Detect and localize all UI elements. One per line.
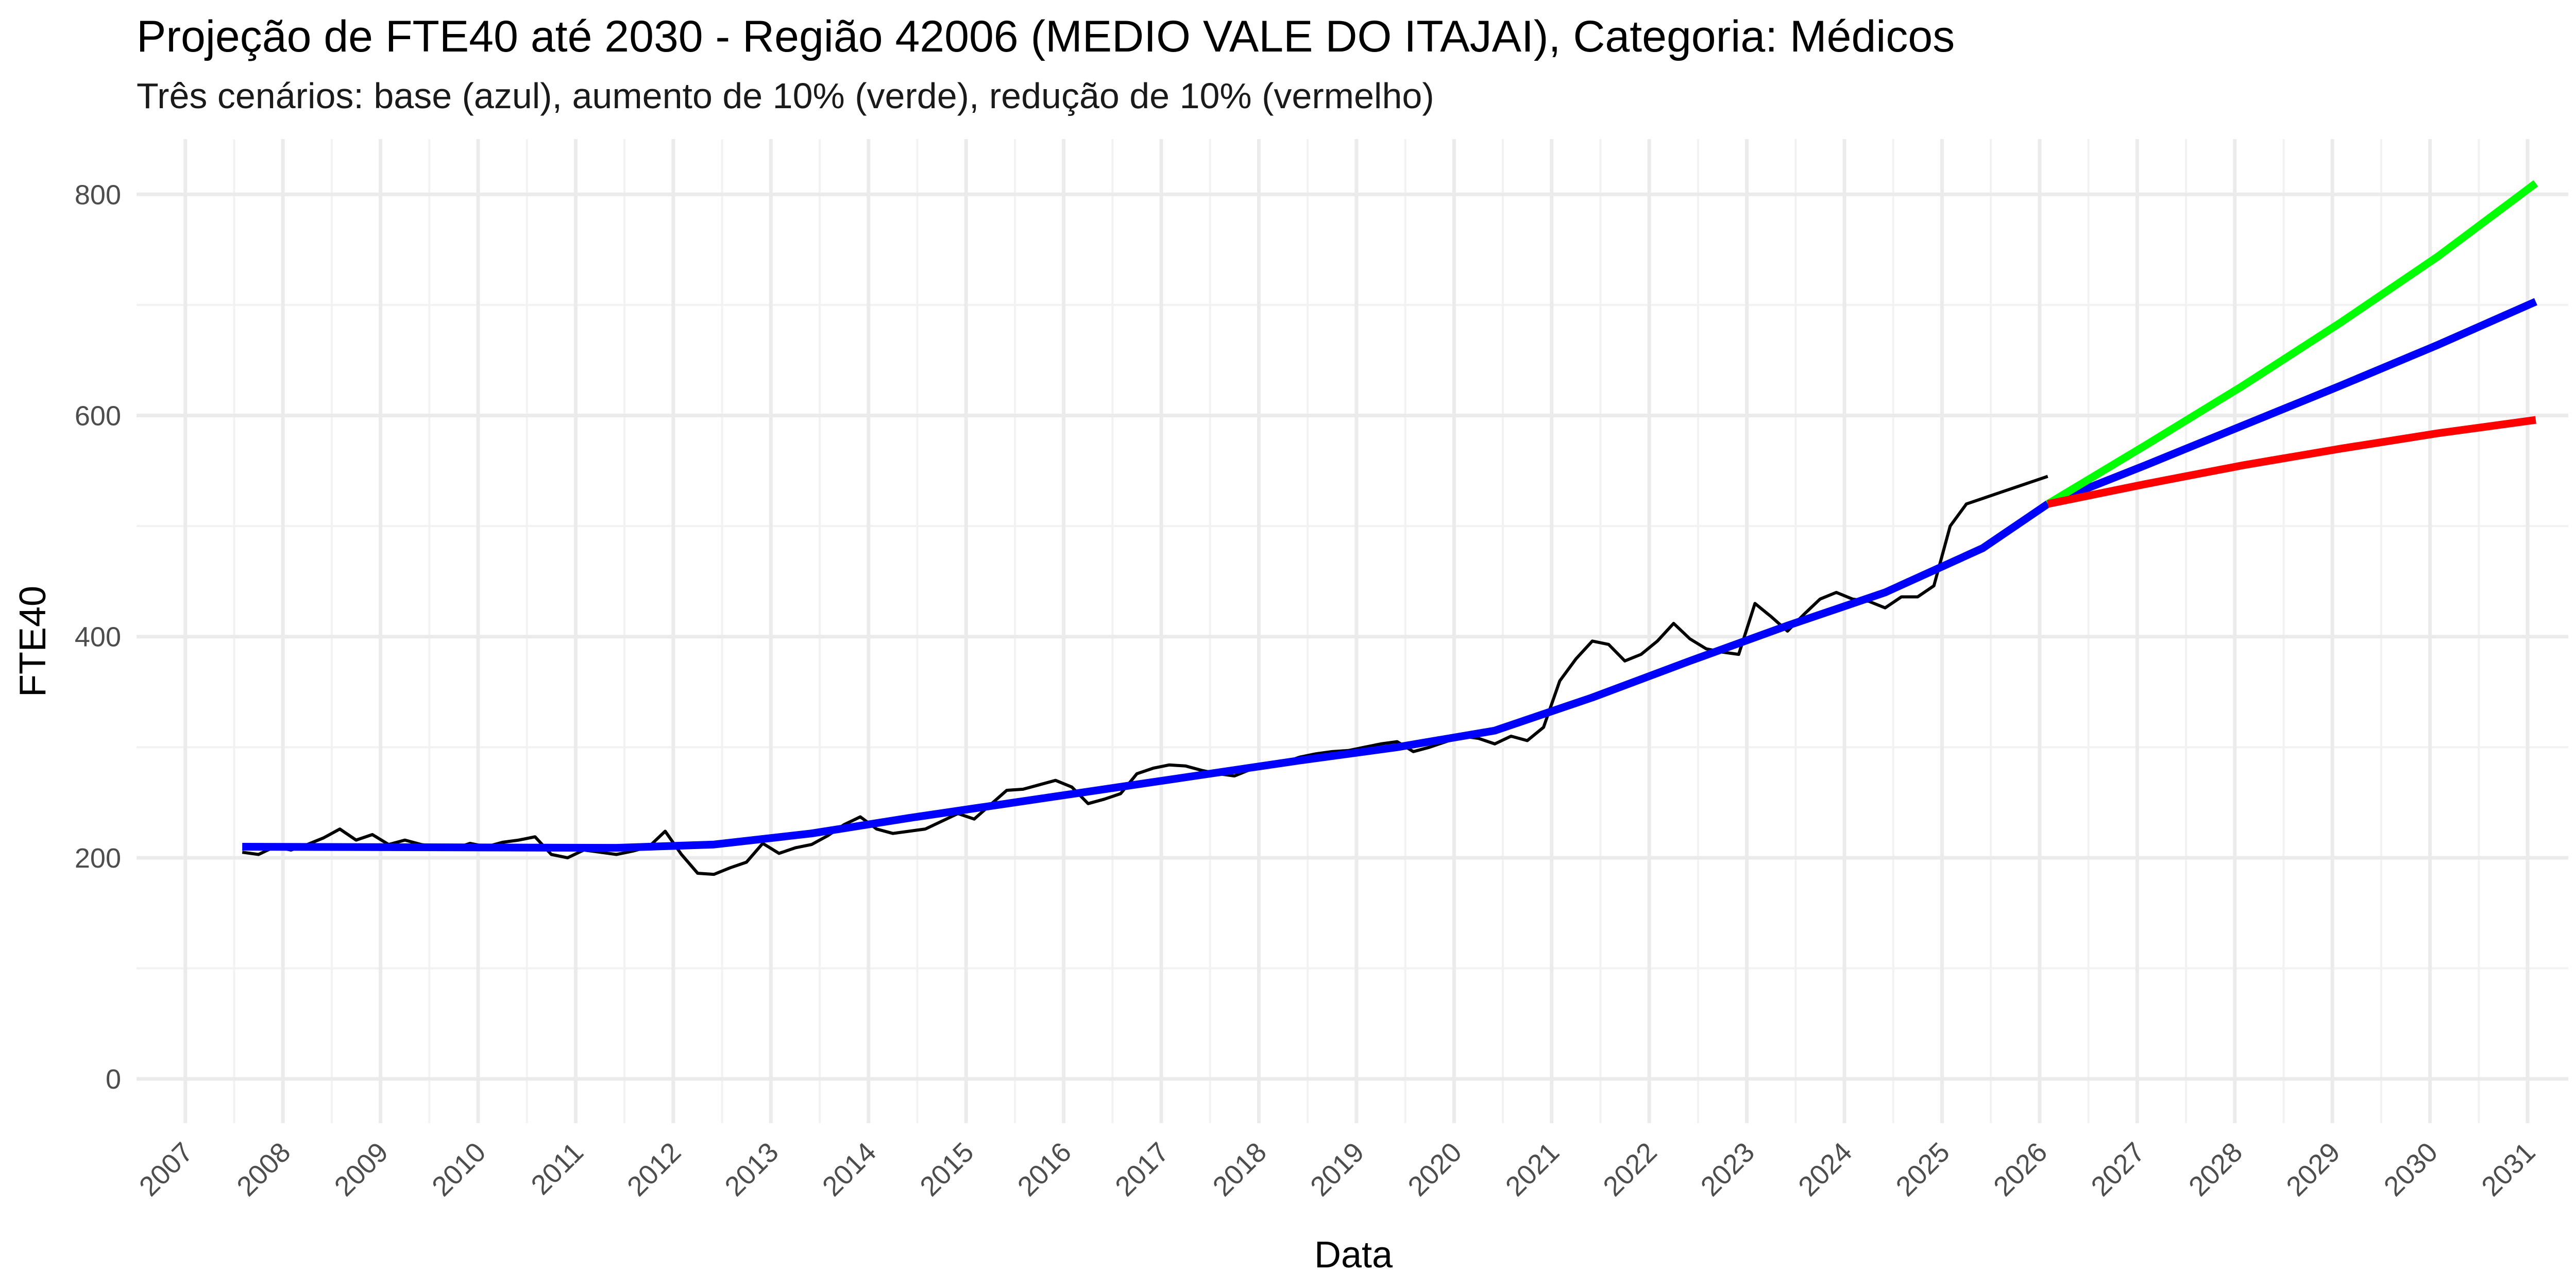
x-tick-label: 2023 [1695,1137,1760,1202]
x-axis-title: Data [1314,1234,1393,1276]
x-tick-label: 2009 [329,1137,394,1202]
y-axis-title: FTE40 [12,586,54,697]
y-axis-ticks: 0 200 400 600 800 [75,179,121,1095]
x-tick-label: 2017 [1109,1137,1175,1202]
x-tick-label: 2012 [621,1137,687,1202]
x-tick-label: 2014 [817,1137,882,1202]
x-tick-label: 2027 [2085,1137,2150,1202]
x-tick-label: 2026 [1988,1137,2053,1202]
x-tick-label: 2013 [719,1137,784,1202]
x-tick-label: 2021 [1500,1137,1565,1202]
x-tick-label: 2008 [231,1137,296,1202]
x-tick-label: 2029 [2280,1137,2346,1202]
x-tick-label: 2015 [914,1137,979,1202]
x-axis-ticks: 2007 2008 2009 2010 2011 2012 2013 2014 2015 2016… [133,1137,2541,1202]
x-tick-label: 2024 [1792,1137,1858,1202]
x-tick-label: 2007 [133,1137,199,1202]
x-tick-label: 2016 [1012,1137,1077,1202]
y-tick-label: 0 [106,1064,121,1095]
y-tick-label: 200 [75,843,121,874]
x-tick-label: 2022 [1597,1137,1663,1202]
series-line-3 [2047,416,2536,508]
x-tick-label: 2011 [525,1137,589,1201]
y-tick-label: 600 [75,401,121,432]
chart-title: Projeção de FTE40 até 2030 - Região 4200… [137,12,1955,61]
y-tick-label: 800 [75,179,121,210]
x-tick-label: 2019 [1304,1137,1370,1202]
series-line-1 [242,298,2537,852]
chart-subtitle: Três cenários: base (azul), aumento de 1… [137,76,1434,116]
x-tick-label: 2028 [2183,1137,2248,1202]
series-line-0 [242,474,2048,876]
x-tick-label: 2030 [2378,1137,2444,1202]
series-line-2 [2045,180,2538,507]
x-tick-label: 2031 [2476,1137,2541,1202]
x-tick-label: 2018 [1207,1137,1273,1202]
x-tick-label: 2010 [426,1137,492,1202]
grid [137,139,2568,1123]
series-layer [242,180,2538,876]
y-tick-label: 400 [75,622,121,653]
x-tick-label: 2025 [1890,1137,1956,1202]
x-tick-label: 2020 [1402,1137,1467,1202]
